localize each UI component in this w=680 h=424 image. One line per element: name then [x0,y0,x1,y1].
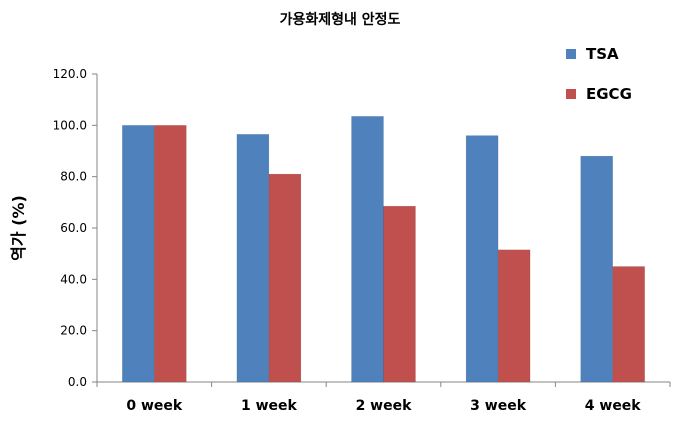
bar-egcg-1 [268,173,302,383]
legend-label-tsa: TSA [586,45,619,63]
legend-swatch-egcg [566,89,576,99]
bar-tsa-2 [351,116,384,383]
y-tick-label: 80.0 [60,170,87,184]
bar-egcg-2 [383,205,416,383]
x-category-label: 0 week [126,398,183,414]
legend-swatch-tsa [566,49,576,59]
bar-tsa-1 [236,134,270,383]
bar-egcg-4 [612,266,645,383]
chart-title: 가용화제형내 안정도 [280,11,401,28]
x-category-label: 1 week [241,398,298,414]
y-tick-label: 40.0 [60,272,87,286]
y-tick-label: 120.0 [53,67,87,81]
x-category-label: 2 week [356,398,413,414]
bar-egcg-3 [497,249,531,383]
bar-tsa-4 [580,155,613,383]
x-category-label: 3 week [470,398,527,414]
x-category-label: 4 week [585,398,642,414]
legend-label-egcg: EGCG [586,85,632,103]
bar-egcg-0 [154,125,187,383]
y-tick-label: 100.0 [53,118,87,132]
y-axis-label: 역가 (%) [9,195,28,261]
bar-tsa-0 [122,125,155,383]
bar-tsa-3 [465,135,499,383]
y-tick-label: 60.0 [60,221,87,235]
y-tick-label: 0.0 [68,375,87,389]
y-tick-label: 20.0 [60,324,87,338]
